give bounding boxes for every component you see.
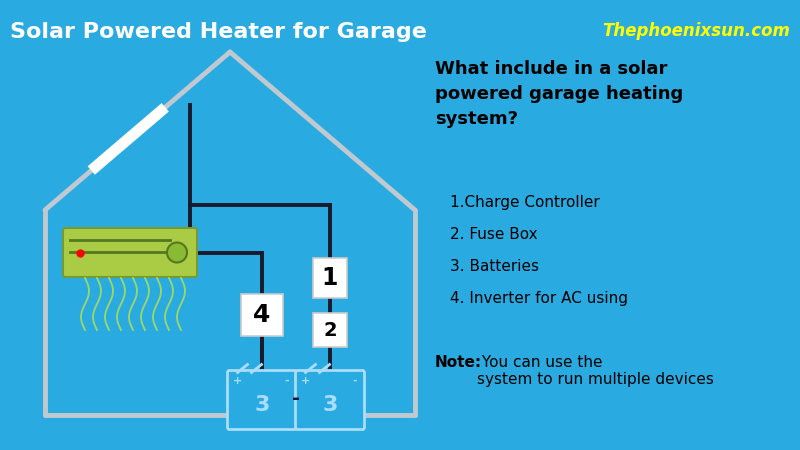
Text: Thephoenixsun.com: Thephoenixsun.com <box>602 22 790 40</box>
Text: 3: 3 <box>322 395 338 415</box>
Text: What include in a solar
powered garage heating
system?: What include in a solar powered garage h… <box>435 60 683 128</box>
Text: 1.Charge Controller: 1.Charge Controller <box>450 195 600 210</box>
FancyBboxPatch shape <box>227 370 297 429</box>
FancyBboxPatch shape <box>295 370 365 429</box>
Text: Solar Powered Heater for Garage: Solar Powered Heater for Garage <box>10 22 427 42</box>
Text: Note:: Note: <box>435 355 482 370</box>
Text: 4: 4 <box>254 303 270 327</box>
Circle shape <box>167 243 187 262</box>
FancyBboxPatch shape <box>313 313 347 347</box>
FancyBboxPatch shape <box>241 294 283 336</box>
Text: -: - <box>292 388 300 408</box>
Text: 3. Batteries: 3. Batteries <box>450 259 539 274</box>
Text: 1: 1 <box>322 266 338 290</box>
Text: -: - <box>352 375 357 386</box>
Text: You can use the
system to run multiple devices: You can use the system to run multiple d… <box>477 355 714 387</box>
Text: 3: 3 <box>254 395 270 415</box>
Text: +: + <box>301 375 310 386</box>
Text: +: + <box>233 375 242 386</box>
Text: 4. Inverter for AC using: 4. Inverter for AC using <box>450 291 628 306</box>
Text: 2: 2 <box>323 320 337 339</box>
FancyBboxPatch shape <box>63 228 197 277</box>
FancyBboxPatch shape <box>313 258 347 298</box>
Text: 2. Fuse Box: 2. Fuse Box <box>450 227 538 242</box>
Text: -: - <box>284 375 289 386</box>
